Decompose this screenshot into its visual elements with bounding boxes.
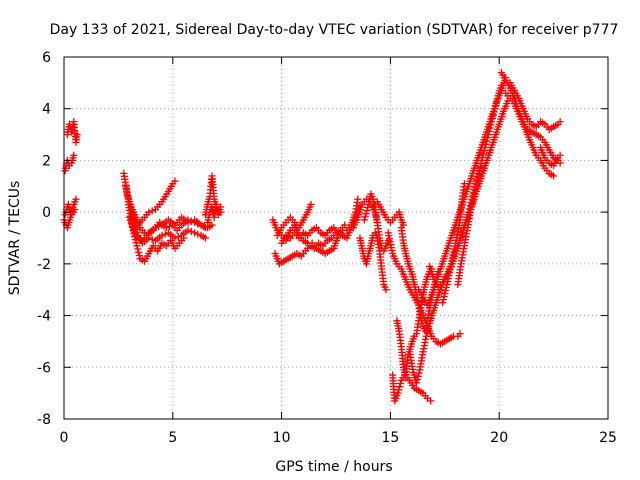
data-point [128, 209, 136, 217]
y-tick-label: 0 [42, 205, 51, 221]
y-tick-label: 4 [42, 102, 51, 118]
y-tick-label: -4 [37, 309, 51, 325]
data-point [556, 118, 564, 126]
data-point [72, 195, 80, 203]
data-point [194, 230, 202, 238]
data-point [395, 386, 403, 394]
axis-ticks: 0 5 10 15 20 25 -8 -6 -4 -2 0 2 4 6 [37, 50, 617, 446]
y-tick-label: 6 [42, 50, 51, 66]
data-point [171, 234, 179, 242]
data-point [423, 329, 431, 337]
data-point [469, 196, 477, 204]
data-point [363, 206, 371, 215]
y-tick-label: -8 [37, 412, 51, 428]
data-point [70, 151, 78, 159]
x-tick-label: 10 [273, 430, 291, 446]
data-point [71, 205, 79, 214]
data-point [419, 348, 427, 356]
y-tick-label: -2 [37, 257, 51, 273]
data-point [467, 202, 476, 211]
data-point [151, 224, 159, 232]
data-point [174, 233, 182, 241]
data-point [415, 369, 423, 377]
data-point [341, 221, 349, 229]
data-point [180, 234, 188, 242]
data-point [134, 245, 142, 253]
data-point [396, 379, 405, 388]
data-point [134, 248, 143, 256]
data-point [412, 379, 421, 387]
data-point [361, 213, 369, 221]
data-point [382, 286, 390, 294]
data-point [470, 190, 478, 198]
plot-frame [63, 56, 609, 420]
data-point [135, 251, 143, 260]
x-tick-label: 15 [381, 430, 399, 446]
data-point [217, 203, 225, 211]
data-point [427, 397, 435, 405]
data-point [420, 341, 428, 350]
data-point [471, 187, 479, 195]
data-point [73, 130, 81, 139]
x-axis-label: GPS time / hours [275, 459, 392, 475]
data-point [145, 208, 153, 216]
data-point [467, 205, 475, 214]
data-point [130, 215, 138, 223]
data-point [474, 174, 482, 182]
data-point [420, 345, 428, 353]
data-point [414, 372, 422, 380]
data-point [307, 200, 315, 208]
data-point [475, 171, 483, 179]
data-points [60, 68, 564, 405]
y-axis-label: SDTVAR / TECUs [7, 181, 23, 296]
data-point [184, 218, 192, 227]
y-tick-label: 2 [42, 153, 51, 169]
data-point [197, 221, 205, 229]
data-point [473, 177, 482, 185]
data-point [479, 150, 488, 158]
data-point [155, 222, 163, 230]
data-point [469, 193, 478, 201]
data-point [550, 172, 558, 180]
data-point [473, 180, 481, 188]
y-tick-label: -6 [37, 360, 51, 376]
x-tick-label: 20 [490, 430, 508, 446]
data-point [460, 180, 468, 188]
data-point [477, 164, 485, 172]
data-point [184, 226, 192, 234]
data-point [456, 330, 464, 338]
data-point [129, 212, 137, 220]
data-point [354, 195, 362, 203]
data-point [190, 229, 199, 237]
data-point [362, 210, 370, 218]
data-point [171, 177, 179, 185]
data-point [421, 338, 429, 347]
data-point [422, 335, 430, 343]
data-point [360, 216, 368, 224]
data-point [424, 326, 432, 334]
chart-title: Day 133 of 2021, Sidereal Day-to-day VTE… [50, 22, 619, 38]
data-point [425, 322, 433, 331]
data-point [394, 389, 402, 397]
x-tick-label: 0 [60, 430, 69, 446]
data-point [201, 234, 210, 242]
data-point [133, 242, 141, 250]
x-tick-label: 25 [599, 430, 617, 446]
data-point [413, 375, 421, 384]
data-point [127, 205, 136, 214]
data-point [148, 207, 156, 215]
data-point [208, 221, 216, 229]
data-point [396, 383, 404, 391]
data-point [468, 199, 476, 207]
data-point [422, 332, 430, 340]
data-point [556, 151, 564, 159]
data-point [472, 183, 480, 192]
data-point [162, 224, 170, 232]
data-point [476, 167, 484, 176]
x-tick-label: 5 [168, 430, 177, 446]
data-point [187, 227, 195, 236]
data-point [158, 231, 166, 240]
